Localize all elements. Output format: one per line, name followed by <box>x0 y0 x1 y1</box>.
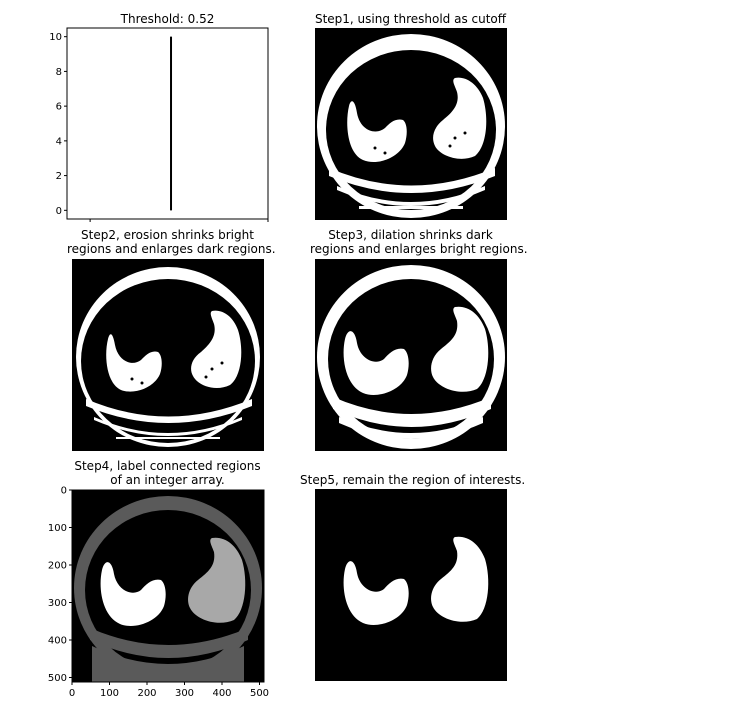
threshold-y-ticks: 0 2 4 6 8 10 <box>49 32 67 217</box>
threshold-y-tick-label-0: 0 <box>56 206 62 217</box>
step2-image <box>72 259 264 451</box>
threshold-y-tick-label-4: 8 <box>56 67 62 78</box>
step4-y-tick-label-1: 100 <box>48 523 67 534</box>
step4-x-tick-label-5: 500 <box>250 688 269 699</box>
step5-image <box>315 489 507 681</box>
threshold-y-tick-label-3: 6 <box>56 102 62 113</box>
step4-x-ticks: 0 100 200 300 400 500 <box>69 682 269 699</box>
threshold-y-tick-label-5: 10 <box>49 32 62 43</box>
panel-6-title: Step5, remain the region of interests. <box>300 473 521 487</box>
panel-1-title: Threshold: 0.52 <box>67 12 268 26</box>
step4-y-ticks: 0 100 200 300 400 500 <box>48 486 72 685</box>
step4-y-tick-label-3: 300 <box>48 598 67 609</box>
step4-y-tick-label-0: 0 <box>61 486 67 497</box>
step4-x-tick-label-4: 400 <box>212 688 231 699</box>
step4-image <box>72 490 264 682</box>
panel-4-title-line-2: regions and enlarges bright regions. <box>310 242 511 256</box>
panel-4-title-line-1: Step3, dilation shrinks dark <box>310 228 511 242</box>
panel-3-title-line-1: Step2, erosion shrinks bright <box>67 228 268 242</box>
step4-x-tick-label-3: 300 <box>175 688 194 699</box>
panel-2-title: Step1, using threshold as cutoff <box>310 12 511 26</box>
panel-3-title-line-2: regions and enlarges dark regions. <box>67 242 268 256</box>
threshold-y-tick-label-2: 4 <box>56 136 62 147</box>
step4-y-tick-label-4: 400 <box>48 636 67 647</box>
step4-x-tick-label-1: 100 <box>100 688 119 699</box>
threshold-y-tick-label-1: 2 <box>56 171 62 182</box>
step4-y-tick-label-2: 200 <box>48 561 67 572</box>
threshold-plot-frame <box>67 28 268 219</box>
step1-image <box>315 28 507 220</box>
step4-labeled-plot: 0 100 200 300 400 500 0 100 200 300 400 500 <box>32 484 272 699</box>
step4-y-tick-label-5: 500 <box>48 673 67 684</box>
threshold-plot: 0 2 4 6 8 10 <box>30 25 270 240</box>
panel-5-title-line-1: Step4, label connected regions <box>67 459 268 473</box>
step3-image <box>315 259 507 451</box>
step4-x-tick-label-2: 200 <box>137 688 156 699</box>
step4-x-tick-label-0: 0 <box>69 688 75 699</box>
